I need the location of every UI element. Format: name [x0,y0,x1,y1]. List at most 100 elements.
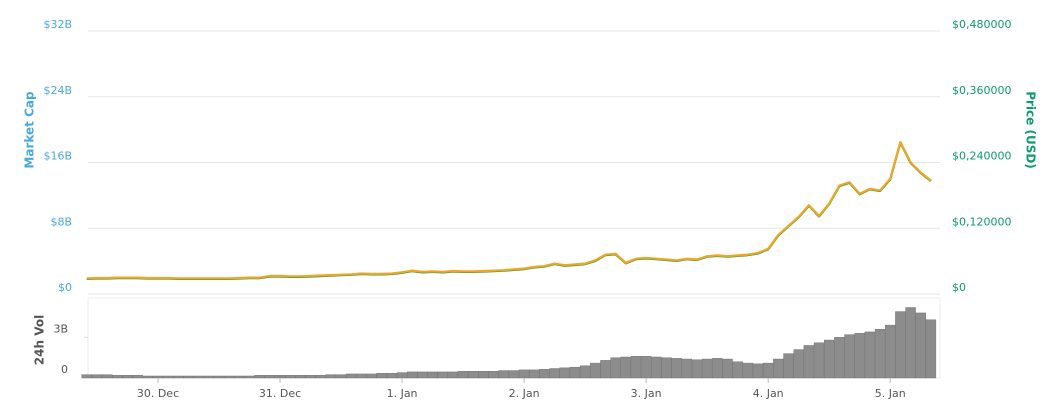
volume-bar [813,342,825,379]
volume-bar [630,356,642,379]
volume-bar [691,359,703,379]
volume-bar [478,371,489,379]
volume-bar [752,363,764,379]
volume-bar [417,371,428,379]
volume-bar [132,375,143,379]
volume-bar [508,370,520,379]
volume-bar [447,371,459,379]
volume-bar [356,373,367,379]
volume-bar [864,331,876,379]
volume-bar [905,307,916,379]
x-tick-label: 1. Jan [387,387,418,400]
volume-bar [742,362,754,379]
volume-bar [498,370,509,379]
y2-axis-title: Price (USD) [1024,91,1038,169]
volume-bar [620,356,632,379]
volume-bar [285,375,296,379]
y2-tick-label: $0,360000 [952,84,1012,97]
y2-tick-label: $0 [952,281,966,294]
y-tick-label: $32B [43,18,72,31]
volume-bar [173,375,184,379]
y2-tick-label: $0,120000 [952,215,1012,228]
volume-bar [91,374,103,379]
volume-bar [874,328,886,379]
volume-bar [549,368,560,379]
x-tick-label: 4. Jan [753,387,784,400]
volume-bar [396,372,408,379]
volume-bar [590,362,601,379]
volume-bar [579,365,591,379]
volume-bar [183,375,194,379]
x-tick-label: 3. Jan [631,387,662,400]
volume-bar [518,369,530,379]
volume-bar [600,360,611,379]
volume-bar [610,357,621,379]
volume-bar [407,371,418,379]
volume-bar [722,358,733,379]
volume-axis-title: 24h Vol [33,315,47,365]
volume-bar [671,358,682,379]
volume-bar [101,374,113,379]
volume-bar [854,333,865,379]
y-tick-label: $0 [58,281,72,294]
volume-bar [254,375,265,379]
price-line [86,140,932,280]
volume-bar [305,375,316,379]
volume-bar [193,375,204,379]
volume-tick-label: 3B [53,322,68,335]
volume-bar [468,371,479,379]
volume-bar [162,375,174,379]
volume-bar [559,367,570,379]
volume-bar [274,375,286,379]
volume-bar [569,366,581,379]
x-tick-label: 2. Jan [509,387,540,400]
volume-bar [427,371,438,379]
volume-bar [366,373,377,379]
x-tick-label: 31. Dec [259,387,301,400]
volume-bar [925,319,937,379]
volume-bar [244,375,255,379]
volume-bar [640,356,652,379]
x-tick-label: 5. Jan [875,387,906,400]
volume-bar [264,375,276,379]
x-tick-label: 30. Dec [137,387,179,400]
volume-bar [376,373,387,379]
volume-tick-label: 0 [61,363,68,376]
volume-bar [762,362,774,379]
volume-bar [834,337,845,379]
volume-bar [701,358,713,379]
volume-bar [661,357,672,379]
y-axis-title: Market Cap [23,91,37,169]
volume-bar [824,339,835,379]
volume-bar [315,375,326,379]
volume-bar [386,373,398,379]
y2-tick-label: $0,240000 [952,150,1012,163]
volume-bar [325,374,337,379]
y-tick-label: $16B [43,150,72,163]
volume-bar [844,334,855,379]
volume-bar [732,361,743,379]
volume-bar [112,375,123,379]
volume-bar [457,371,469,379]
volume-bar [783,353,794,379]
volume-bar [895,311,906,379]
volume-bar [213,375,225,379]
volume-bar [203,375,215,379]
volume-bar [773,358,784,379]
y-tick-label: $8B [50,215,72,228]
volume-bar [122,375,133,379]
volume-bar [539,368,550,379]
volume-bar [915,312,926,379]
volume-bar [295,375,306,379]
volume-bar [152,375,164,379]
volume-bar [488,371,499,379]
volume-bar [529,369,540,379]
volume-bar [803,345,815,379]
volume-bar [712,358,723,379]
volume-bar [681,358,693,379]
y-tick-label: $24B [43,84,72,97]
volume-bar [793,349,804,379]
volume-bar [81,374,93,379]
volume-bar [437,371,448,379]
